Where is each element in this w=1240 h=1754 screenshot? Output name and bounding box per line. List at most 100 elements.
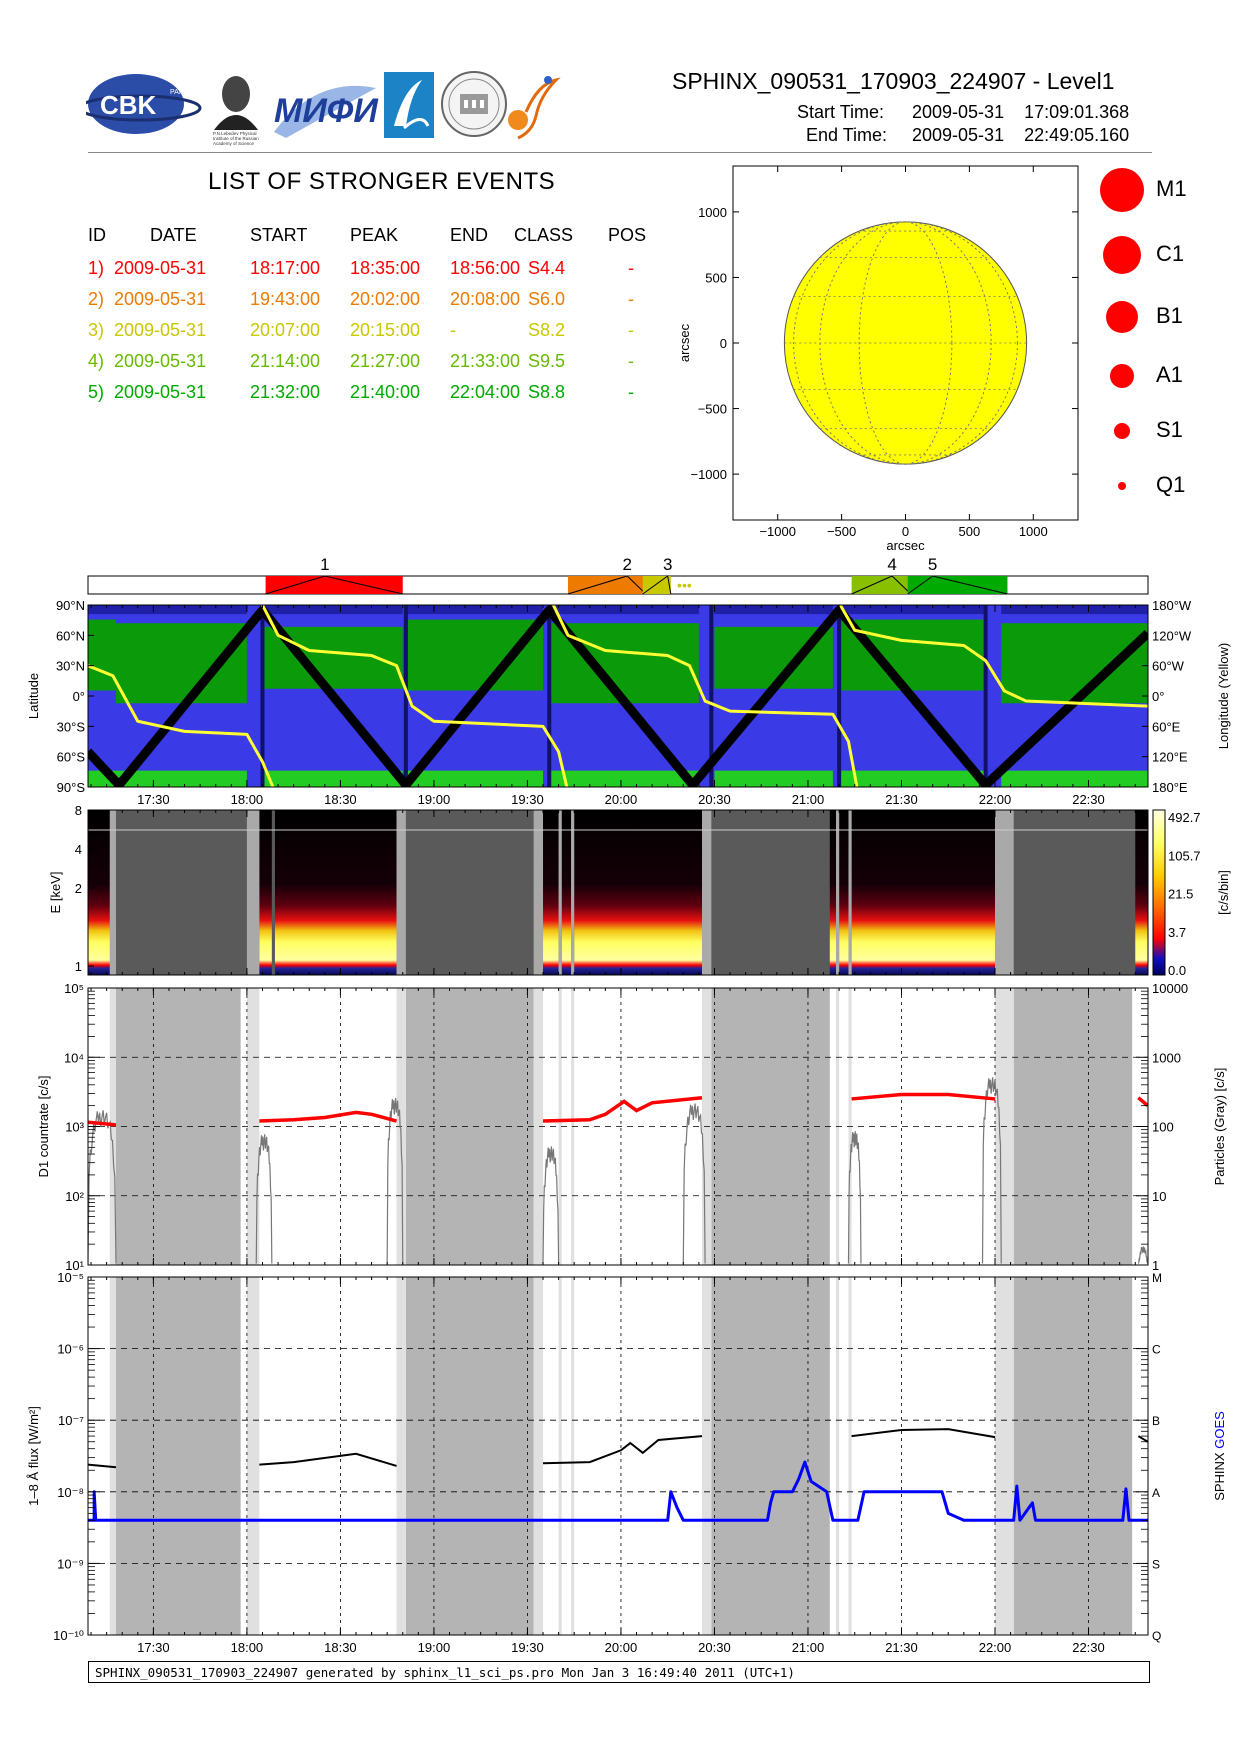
time-tick-label: 21:00 (792, 792, 825, 807)
log-y-tick-label: 10⁻⁸ (57, 1485, 84, 1500)
orbit-boundary (983, 605, 988, 787)
gap-shading (848, 1277, 852, 1635)
gap-shading (533, 1277, 544, 1635)
event-start: 20:07:00 (250, 320, 321, 340)
gap-shading (701, 1277, 712, 1635)
orbit-region-dark (549, 605, 699, 615)
colorbar-tick-label: 492.7 (1168, 810, 1201, 825)
log-y-tick-label: 10¹ (65, 1258, 84, 1273)
panel-content (88, 988, 1148, 1265)
orbit-lon-tick-label: 60°E (1152, 719, 1181, 734)
orbit-lat-tick-label: 60°N (56, 628, 85, 643)
spectrogram-data-block (259, 810, 272, 975)
time-tick-label: 20:30 (698, 1640, 731, 1655)
disk-y-tick-label: −500 (698, 402, 727, 417)
logo-strip: CBK PAN P.N.Lebedev Physical Institute o… (86, 71, 561, 146)
time-tick-label: 21:30 (885, 792, 918, 807)
event-id: 4) (88, 351, 105, 371)
orbit-region-dark (262, 605, 403, 615)
disk-x-tick-label: 1000 (1019, 524, 1048, 539)
start-time-value: 2009-05-31 17:09:01.368 (912, 102, 1130, 122)
particles-trace (255, 1134, 273, 1264)
spectrogram-gap (571, 810, 575, 975)
events-table: ID DATE START PEAK END CLASS POS 1) 2009-… (88, 225, 688, 415)
orbit-lon-tick-label: 120°W (1152, 628, 1192, 643)
time-tick-label: 20:00 (605, 792, 638, 807)
size-label-m1: M1 (1156, 176, 1187, 201)
sphinx-flux-line (851, 1428, 996, 1439)
longitude-track (88, 664, 275, 787)
event-class: S9.5 (528, 351, 566, 371)
sphinx-flux-line (259, 1452, 397, 1467)
event-class: S4.4 (528, 258, 566, 278)
event-peak: 21:40:00 (350, 382, 421, 402)
orbit-region-green (88, 619, 116, 691)
event-number-5: 5 (928, 555, 937, 574)
size-dot-s1 (1114, 423, 1130, 439)
eclipse-shading (405, 1277, 534, 1635)
orbit-lat-tick-label: 90°S (57, 780, 86, 795)
orbit-lon-tick-label: 120°E (1152, 750, 1188, 765)
panel-content (88, 1277, 1148, 1635)
d1-countrate-line (259, 1110, 397, 1123)
size-label-q1: Q1 (1156, 472, 1186, 497)
event-pos: - (628, 289, 634, 309)
orbit-boundary (260, 605, 265, 787)
spectrogram-gap (558, 810, 562, 975)
longitude-gridline (819, 221, 992, 465)
event-id: 1) (88, 258, 105, 278)
col-end: END (450, 225, 489, 245)
spectrogram-gap (533, 810, 544, 975)
time-tick-label: 20:30 (698, 792, 731, 807)
col-class: CLASS (514, 225, 574, 245)
spectrogram-gap (836, 810, 840, 975)
orbit-region-green (839, 770, 986, 787)
orbit-region-dark (88, 605, 116, 615)
size-legend: M1 C1 B1 A1 S1 Q1 (1090, 160, 1230, 530)
spectrogram-data-block (574, 810, 702, 975)
particles-tick-label: 10000 (1152, 981, 1188, 996)
orbit-region-dark (714, 605, 833, 615)
event-span-4 (851, 576, 911, 594)
event-date: 2009-05-31 (114, 382, 207, 402)
disk-x-tick-label: −500 (827, 524, 856, 539)
size-dot-c1 (1103, 236, 1141, 274)
colorbar-tick-label: 21.5 (1168, 887, 1193, 902)
d1-y2-axis-label: Particles (Gray) [c/s] (1212, 1068, 1227, 1186)
goes-class-label: B (1152, 1414, 1160, 1428)
eclipse-shading (405, 988, 534, 1265)
lebedev-portrait-logo: P.N.Lebedev Physical Institute of the Ru… (212, 76, 260, 146)
spectrogram-y-tick-label: 8 (75, 803, 82, 818)
orbit-region-green (1001, 770, 1148, 787)
gap-shading (396, 1277, 406, 1635)
log-y-tick-label: 10³ (65, 1120, 84, 1135)
log-y-tick-label: 10⁻⁷ (58, 1413, 84, 1428)
event-date: 2009-05-31 (114, 258, 207, 278)
orbit-y-axis-label: Latitude (26, 673, 41, 719)
col-peak: PEAK (350, 225, 399, 245)
time-tick-label: 17:30 (137, 1640, 170, 1655)
orbit-lon-tick-label: 180°E (1152, 780, 1188, 795)
spectrogram-y-axis-label: E [keV] (48, 872, 63, 914)
disk-x-tick-label: −1000 (759, 524, 796, 539)
orbit-lat-tick-label: 30°N (56, 659, 85, 674)
orbit-panel: 90°N 180°W 60°N 120°W 30°N 60°W 0° 0° 30°S 60°E 60… (26, 598, 1231, 807)
size-dot-b1 (1106, 301, 1138, 333)
orbit-region-dark (115, 605, 247, 615)
mifi-logo-text: МИФИ (274, 92, 379, 130)
particles-tick-label: 1 (1152, 1258, 1159, 1273)
size-dot-a1 (1110, 364, 1134, 388)
log-y-tick-label: 10⁻⁹ (57, 1556, 84, 1571)
gap-shading (558, 988, 562, 1265)
colorbar-tick-label: 0.0 (1168, 963, 1186, 978)
col-date: DATE (150, 225, 197, 245)
longitude-gridline (858, 221, 953, 465)
disk-x-tick-label: 500 (959, 524, 981, 539)
spectrogram-gap (994, 810, 1014, 975)
cbk-logo-subtext: PAN (170, 89, 184, 96)
sphinx-flux-line (542, 1435, 703, 1465)
time-tick-label: 22:00 (979, 1640, 1012, 1655)
gap-shading (558, 1277, 562, 1635)
eclipse-shading (1013, 1277, 1133, 1635)
particles-tick-label: 1000 (1152, 1050, 1181, 1065)
